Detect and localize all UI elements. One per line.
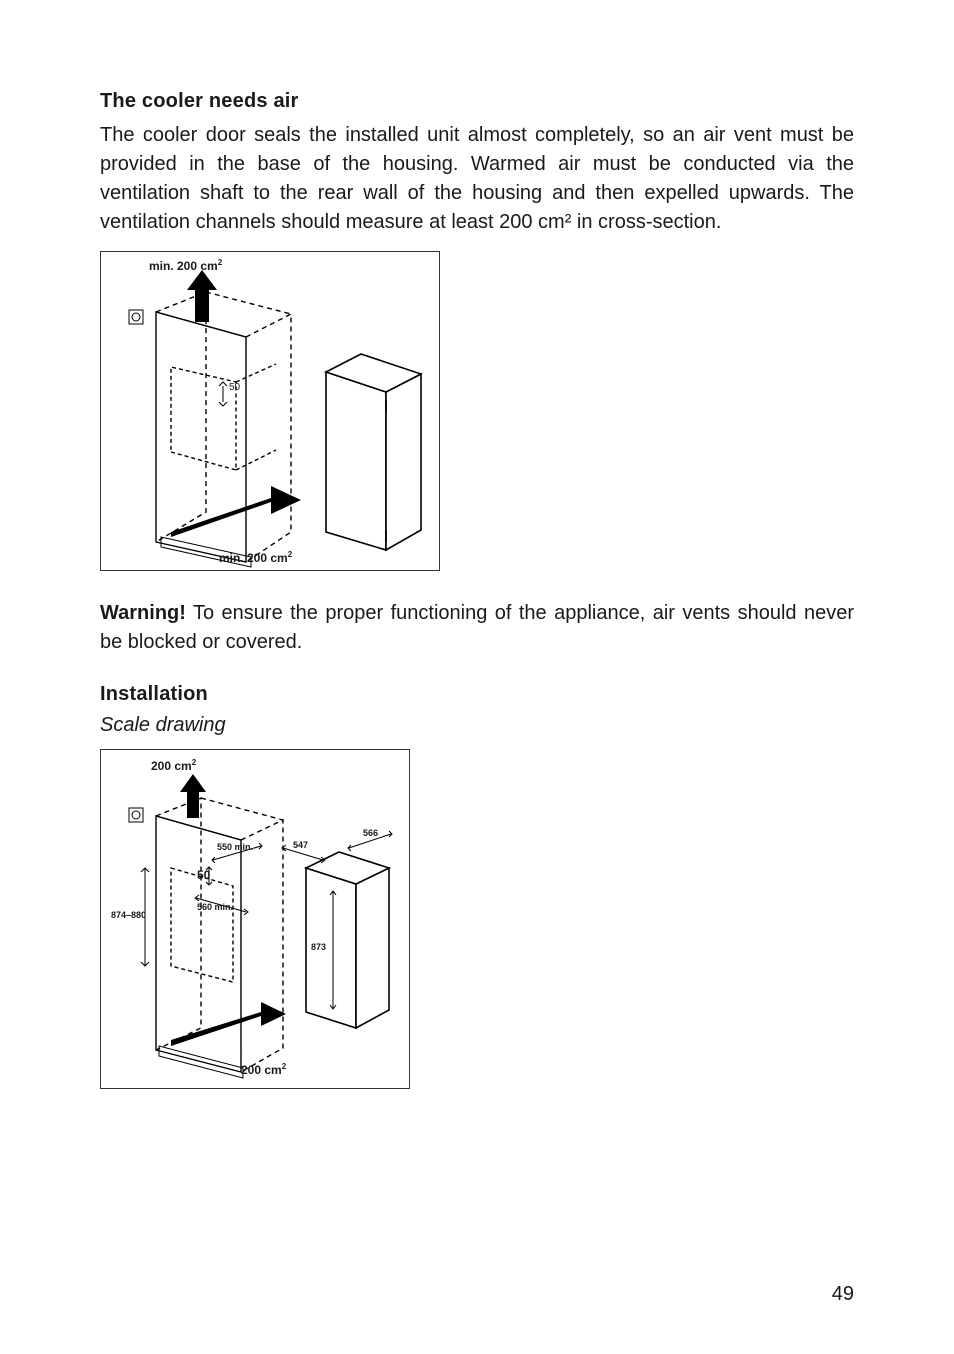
figure2-svg (101, 750, 411, 1090)
figure2-label-top-text: 200 cm (151, 759, 192, 773)
section1-paragraph: The cooler door seals the installed unit… (100, 121, 854, 237)
section2-subtitle: Scale drawing (100, 714, 854, 737)
figure1-svg (101, 252, 441, 572)
figure2-label-bottom: 200 cm2 (241, 1062, 286, 1077)
figure2-dim-width-min: 550 min. (217, 842, 253, 852)
figure2-dim-appliance-h: 873 (311, 942, 326, 952)
warning-text: To ensure the proper functioning of the … (100, 602, 854, 653)
figure1-label-bottom-text: min. 200 cm (219, 551, 288, 565)
figure2-label-bottom-text: 200 cm (241, 1063, 282, 1077)
figure2-dim-height: 874–880 (111, 910, 146, 920)
figure1-gap-label: 50 (229, 382, 240, 393)
figure1-label-bottom-sup: 2 (288, 550, 292, 559)
figure2-label-top-sup: 2 (192, 758, 196, 767)
warning-paragraph: Warning! To ensure the proper functionin… (100, 599, 854, 657)
figure2-label-top: 200 cm2 (151, 758, 196, 773)
section2-title: Installation (100, 683, 854, 706)
page: The cooler needs air The cooler door sea… (0, 0, 954, 1354)
figure1-label-bottom: min. 200 cm2 (219, 550, 292, 565)
figure2-label-bottom-sup: 2 (282, 1062, 286, 1071)
figure1-label-top-text: min. 200 cm (149, 259, 218, 273)
figure1-label-top: min. 200 cm2 (149, 258, 222, 273)
figure2-dim-gap: 50 (197, 868, 210, 882)
figure2-dim-appliance-w: 547 (293, 840, 308, 850)
warning-word: Warning! (100, 602, 186, 624)
figure2-dim-depth-min: 560 min. (197, 902, 233, 912)
page-number: 49 (832, 1283, 854, 1306)
figure2-dim-appliance-d: 566 (363, 828, 378, 838)
figure2-box: 200 cm2 874–880 50 550 min. 560 min. 547… (100, 749, 410, 1089)
figure1-box: min. 200 cm2 50 min. 200 cm2 (100, 251, 440, 571)
figure1-label-top-sup: 2 (218, 258, 222, 267)
section1-title: The cooler needs air (100, 90, 854, 113)
